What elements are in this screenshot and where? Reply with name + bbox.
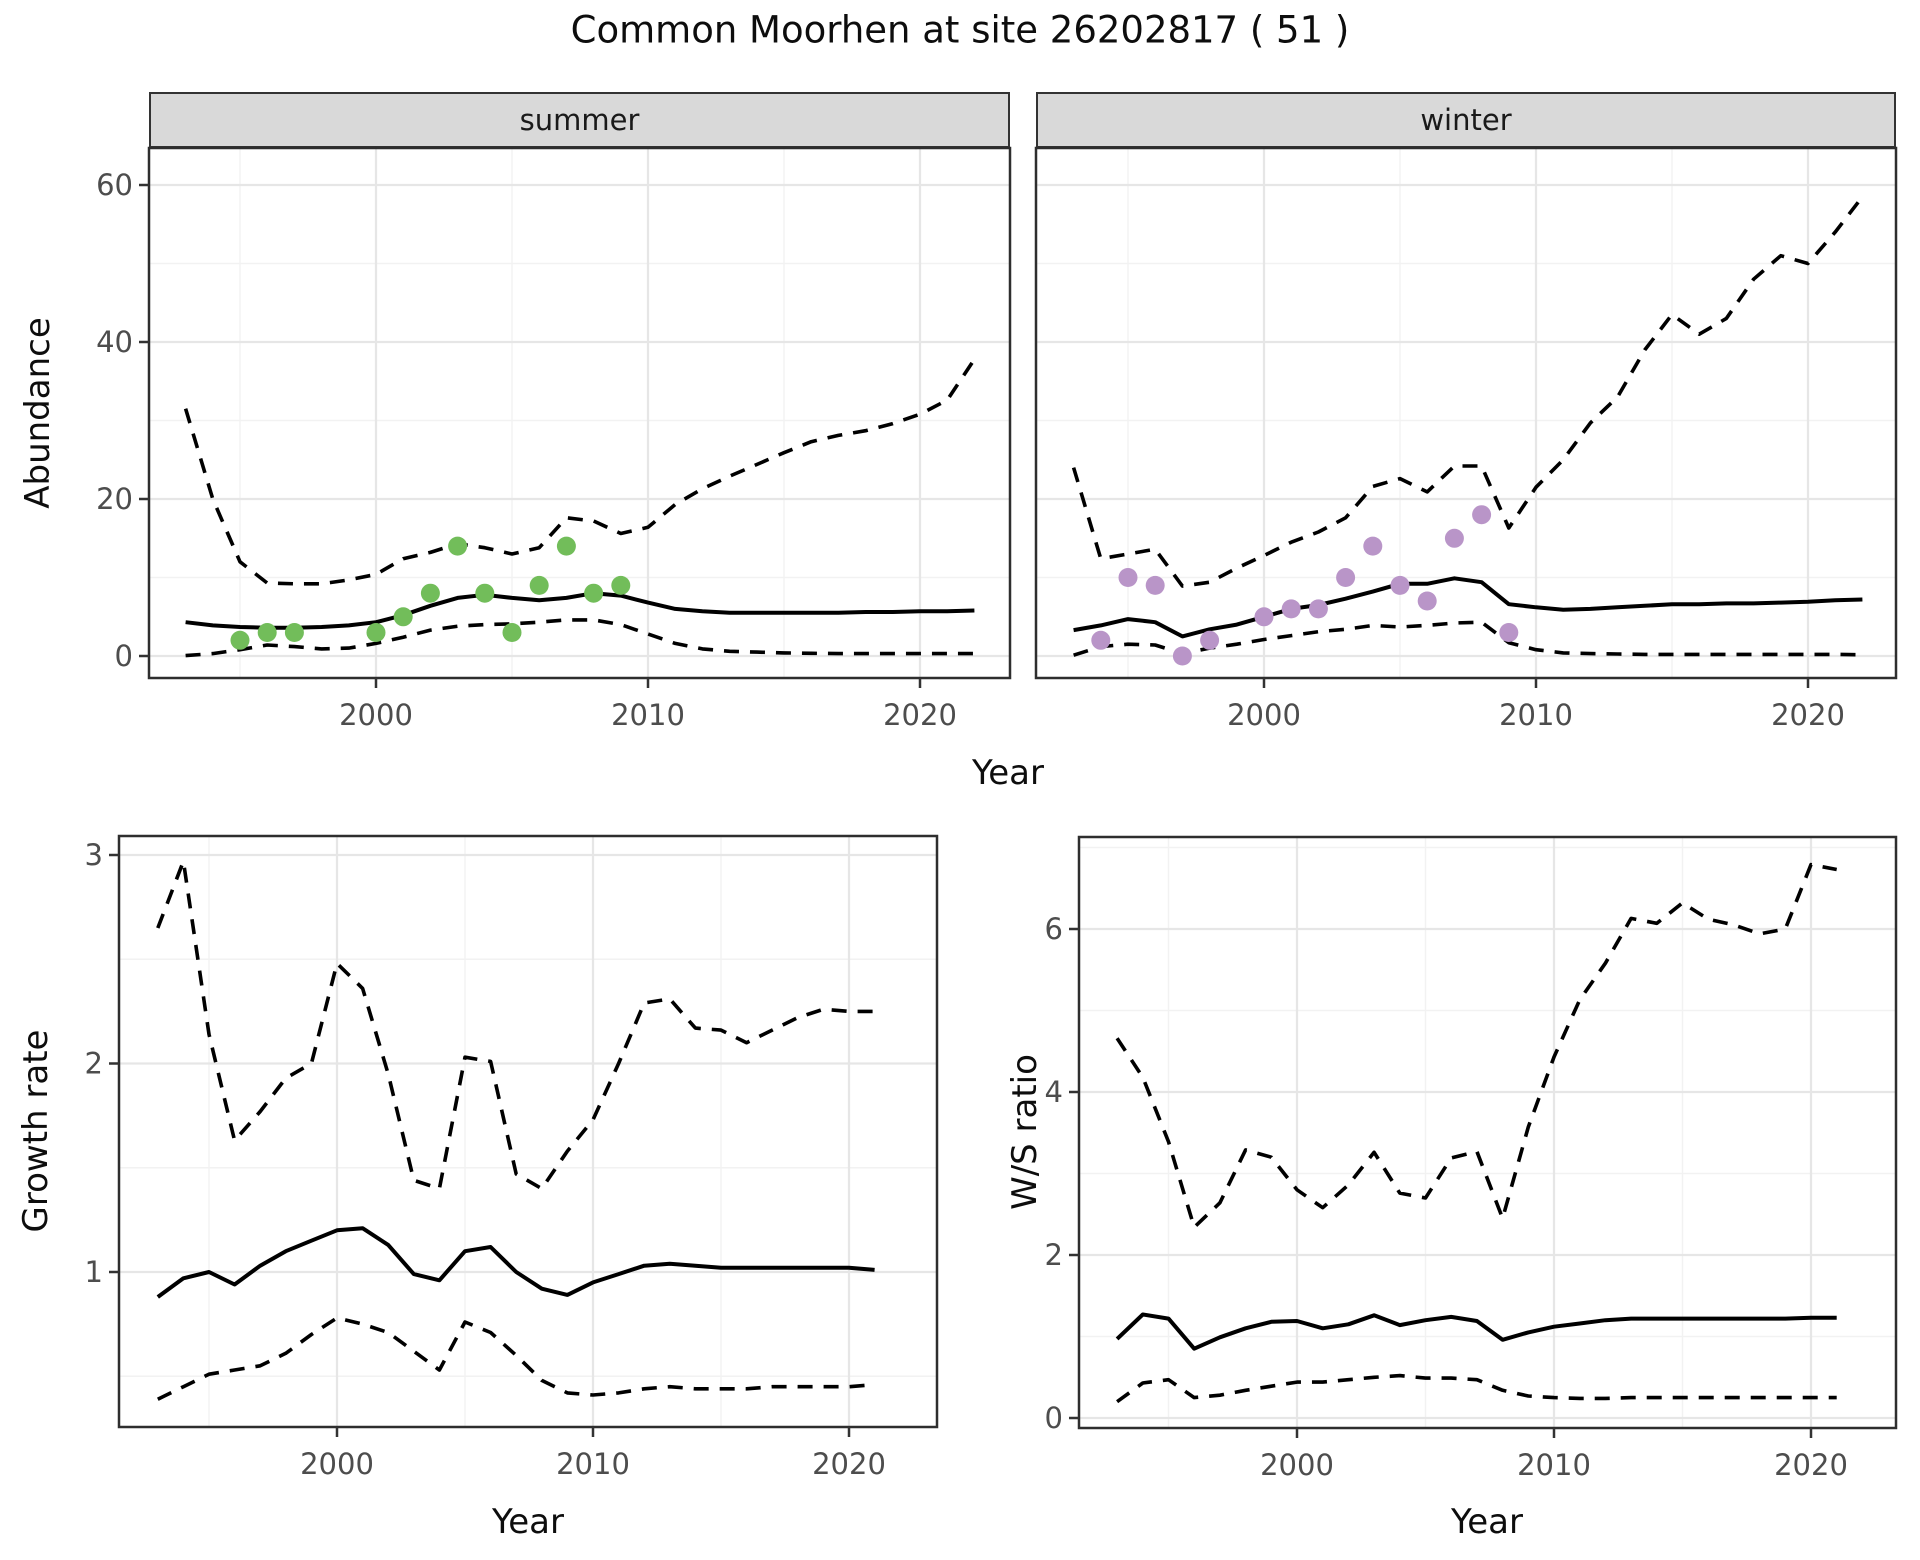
- ws-ratio-lower_95ci-line: [1116, 1373, 1837, 1404]
- x-tick-label: 2020: [1771, 698, 1845, 732]
- panel-border: [1034, 146, 1898, 680]
- y-tick-label: 2: [85, 1047, 103, 1081]
- abundance-summer-observation-dot: [611, 575, 631, 595]
- abundance-summer-observation-dot: [257, 623, 277, 642]
- panel-border: [1077, 835, 1898, 1430]
- panel-background: [1079, 837, 1896, 1428]
- abundance-summer-observation-dot: [420, 583, 440, 603]
- panel-background: [1036, 148, 1896, 678]
- facet-strip-winter: winter: [1036, 92, 1896, 148]
- abundance-summer-upper_95ci-line: [183, 358, 976, 586]
- ws-ratio-upper_95ci-line: [1115, 862, 1838, 1230]
- x-tick-label: 2010: [556, 1447, 630, 1481]
- series-group: [1071, 195, 1864, 666]
- abundance-winter-observation-dot: [1091, 630, 1111, 650]
- abundance-summer-observation-dot: [502, 623, 522, 642]
- facet-strip-winter-label: winter: [1420, 103, 1512, 137]
- y-tick-label: 0: [1045, 1401, 1063, 1435]
- y-axis-title-growth-rate: Growth rate: [16, 1029, 56, 1233]
- facet-strip-summer-label: summer: [519, 103, 640, 137]
- abundance-winter-observation-dot: [1390, 575, 1410, 595]
- x-tick-label: 2000: [1227, 698, 1301, 732]
- facet-strip-summer: summer: [149, 92, 1010, 148]
- abundance-winter-observation-dot: [1145, 575, 1165, 595]
- series-group: [1115, 862, 1838, 1404]
- abundance-winter-observation-dot: [1200, 630, 1220, 650]
- y-tick-label: 60: [96, 168, 133, 202]
- x-axis-title-year-bottom-left: Year: [492, 1502, 564, 1542]
- y-tick-label: 3: [85, 838, 103, 872]
- panel-background: [149, 148, 1010, 678]
- y-tick-label: 1: [85, 1255, 103, 1289]
- x-axis-title-year-bottom-right: Year: [1451, 1502, 1523, 1542]
- abundance-winter-upper_95ci-line: [1071, 195, 1864, 588]
- abundance-winter-observation-dot: [1308, 599, 1328, 619]
- abundance-winter-estimate-line: [1073, 576, 1863, 639]
- growth-rate-upper_95ci-line: [156, 859, 875, 1191]
- growth-rate-estimate-line: [156, 1226, 875, 1299]
- abundance-summer-observation-dot: [529, 575, 549, 595]
- x-tick-label: 2010: [1517, 1448, 1591, 1482]
- x-tick-label: 2000: [339, 698, 413, 732]
- abundance-summer-observation-dot: [475, 583, 495, 603]
- x-tick-label: 2000: [1260, 1448, 1334, 1482]
- y-tick-label: 40: [96, 325, 133, 359]
- y-tick-label: 0: [115, 639, 133, 673]
- panel-border: [117, 834, 939, 1429]
- growth-rate-lower_95ci-line: [157, 1316, 875, 1401]
- y-axis-title-ws-ratio: W/S ratio: [1005, 1054, 1045, 1210]
- abundance-winter-observation-dot: [1417, 591, 1437, 611]
- abundance-winter-observation-dot: [1118, 568, 1138, 587]
- abundance-summer-observation-dot: [584, 583, 604, 603]
- y-tick-label: 20: [96, 482, 133, 516]
- x-tick-label: 2010: [611, 698, 685, 732]
- abundance-summer-observation-dot: [448, 536, 468, 556]
- chart-title: Common Moorhen at site 26202817 ( 51 ): [570, 8, 1350, 52]
- abundance-winter-observation-dot: [1281, 599, 1301, 619]
- abundance-winter-observation-dot: [1363, 536, 1383, 556]
- y-tick-label: 2: [1045, 1238, 1063, 1272]
- abundance-summer-observation-dot: [284, 623, 304, 642]
- abundance-summer-estimate-line: [185, 591, 975, 630]
- x-tick-label: 2020: [812, 1447, 886, 1481]
- ws-ratio-estimate-line: [1115, 1312, 1837, 1351]
- x-tick-label: 2020: [1774, 1448, 1848, 1482]
- abundance-summer-observation-dot: [556, 536, 576, 556]
- panel-background: [119, 836, 937, 1427]
- series-group: [156, 859, 875, 1401]
- abundance-summer-observation-dot: [366, 623, 386, 642]
- x-tick-label: 2020: [883, 698, 957, 732]
- y-tick-label: 6: [1045, 912, 1063, 946]
- abundance-summer-observation-dot: [393, 607, 413, 627]
- panel-abundance-summer: 2000 2010 2020 0 20 40 60: [96, 146, 1012, 732]
- panel-growth-rate: 2000 2010 2020 1 2 3: [85, 834, 939, 1481]
- panel-border: [147, 146, 1012, 680]
- abundance-winter-observation-dot: [1472, 505, 1492, 525]
- abundance-winter-observation-dot: [1336, 568, 1356, 587]
- panel-ws-ratio: 2000 2010 2020 0 2 4 6: [1045, 835, 1898, 1482]
- x-tick-label: 2010: [1499, 698, 1573, 732]
- series-group: [183, 358, 976, 658]
- abundance-summer-observation-dot: [230, 630, 250, 650]
- abundance-winter-observation-dot: [1172, 646, 1192, 666]
- y-axis-title-abundance: Abundance: [18, 317, 58, 509]
- abundance-winter-observation-dot: [1499, 623, 1519, 642]
- abundance-winter-lower_95ci-line: [1073, 620, 1863, 657]
- y-tick-label: 4: [1045, 1075, 1063, 1109]
- abundance-summer-lower_95ci-line: [185, 618, 975, 658]
- panel-abundance-winter: 2000 2010 2020: [1034, 146, 1898, 732]
- abundance-winter-observation-dot: [1254, 607, 1274, 627]
- x-axis-title-year-top: Year: [972, 753, 1044, 793]
- abundance-winter-observation-dot: [1444, 528, 1464, 548]
- x-tick-label: 2000: [300, 1447, 374, 1481]
